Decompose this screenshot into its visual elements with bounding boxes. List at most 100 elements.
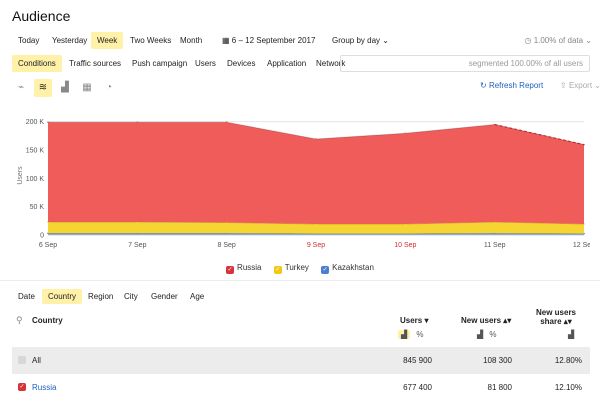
percent-toggle[interactable]: %	[489, 330, 497, 339]
refresh-icon: ↻	[480, 81, 487, 90]
period-month-button[interactable]: Month	[180, 36, 203, 45]
country-column-header[interactable]: Country	[32, 316, 63, 325]
data-point-russia	[315, 138, 317, 140]
users-cell: 677 400	[403, 383, 432, 392]
search-icon[interactable]: ⚲	[16, 315, 23, 325]
grid-chart-icon[interactable]: ▦	[82, 82, 92, 93]
line-chart-icon[interactable]: ⌁	[17, 82, 25, 93]
new-users-share-column-header[interactable]: New users share ▴▾	[528, 308, 584, 326]
export-icon: ⇪	[560, 81, 567, 90]
data-point-russia	[404, 132, 407, 135]
stacked-area-chart-icon[interactable]: ≋	[34, 79, 52, 97]
table-header: ⚲ Country Users ▾ ▟ % New users ▴▾ ▟ % N…	[12, 306, 590, 346]
y-axis-label: Users	[17, 166, 24, 185]
segment-info[interactable]: segmented 100.00% of all users	[340, 55, 590, 72]
calendar-icon: ▦	[222, 36, 230, 45]
legend-item-kazakhstan[interactable]: ✓ Kazakhstan	[321, 263, 374, 274]
checkbox-checked-icon: ✓	[226, 266, 235, 274]
sample-selector[interactable]: ◷ 1.00% of data ⌄	[524, 32, 592, 49]
series-area-turkey	[48, 222, 584, 234]
chevron-down-icon: ⌄	[382, 36, 389, 45]
tab-application[interactable]: Application	[267, 59, 307, 68]
legend-label: Russia	[237, 263, 262, 272]
legend-label: Turkey	[284, 263, 309, 272]
y-tick-label: 200 K	[26, 119, 45, 126]
row-label-link[interactable]: Russia	[32, 383, 57, 392]
tab-conditions[interactable]: Conditions	[12, 55, 62, 72]
series-area-russia	[48, 122, 584, 224]
checkbox-checked-icon: ✓	[321, 266, 330, 274]
new-users-column-tools: ▟ %	[477, 330, 497, 339]
new-users-column-header[interactable]: New users ▴▾	[461, 316, 511, 325]
row-label: All	[32, 356, 41, 365]
tab-devices[interactable]: Devices	[227, 59, 256, 68]
new-users-cell: 81 800	[487, 383, 512, 392]
export-button[interactable]: ⇪ Export ⌄	[560, 81, 600, 90]
date-range-picker[interactable]: ▦ 6 – 12 September 2017	[222, 32, 315, 49]
grouping-country[interactable]: Country	[42, 289, 83, 304]
legend-item-turkey[interactable]: ✓ Turkey	[273, 263, 309, 274]
new-users-share-cell: 12.80%	[554, 356, 582, 365]
chart-type-toolbar: ⌁ ≋ ▟ ▦ ◔ ↻ Refresh Report ⇪ Export ⌄	[12, 79, 600, 97]
row-checkbox[interactable]: ✓	[18, 383, 26, 391]
users-column-label: Users	[400, 316, 423, 325]
users-column-tools: ▟ %	[398, 330, 424, 339]
new-users-cell: 108 300	[483, 356, 512, 365]
tab-users[interactable]: Users	[195, 59, 216, 68]
date-range-label: 6 – 12 September 2017	[231, 36, 316, 45]
table-row-total: All 845 900 108 300 12.80%	[12, 347, 590, 374]
report-tabs: Conditions Traffic sources Push campaign…	[12, 55, 590, 73]
tab-traffic-sources[interactable]: Traffic sources	[69, 59, 122, 68]
grouping-tabs: Date Country Region City Gender Age	[12, 289, 312, 305]
y-tick-label: 50 K	[30, 204, 45, 211]
period-two-weeks-button[interactable]: Two Weeks	[130, 36, 172, 45]
bar-chart-icon[interactable]: ▟	[61, 82, 69, 93]
chevron-down-icon: ⌄	[594, 81, 600, 90]
section-divider	[0, 280, 600, 281]
sort-icon: ▴▾	[503, 316, 512, 325]
grouping-age[interactable]: Age	[190, 292, 205, 301]
chart-legend: ✓ Russia ✓ Turkey ✓ Kazakhstan	[0, 263, 600, 275]
clock-icon: ◷	[524, 36, 532, 45]
table-row: ✓ Russia 677 400 81 800 12.10%	[12, 374, 590, 401]
bar-chart-icon[interactable]: ▟	[398, 330, 411, 339]
grouping-region[interactable]: Region	[88, 292, 114, 301]
x-tick-label: 9 Sep	[307, 242, 325, 249]
checkbox-checked-icon: ✓	[273, 266, 282, 274]
new-users-share-column-label: New users share	[535, 308, 577, 326]
tab-network[interactable]: Network	[316, 59, 346, 68]
group-by-dropdown[interactable]: Group by day ⌄	[332, 32, 389, 49]
stacked-area-chart: 0 50 K 100 K 150 K 200 K Users 6 Sep 7 Sep 8 Sep…	[17, 119, 590, 249]
x-tick-label: 11 Sep	[484, 242, 506, 249]
grouping-city[interactable]: City	[124, 292, 138, 301]
x-tick-label: 12 Sep	[573, 242, 590, 249]
x-tick-label: 8 Sep	[218, 242, 236, 249]
page-title: Audience	[12, 8, 71, 24]
export-label: Export	[568, 81, 593, 90]
period-today-button[interactable]: Today	[18, 36, 40, 45]
data-point-russia	[47, 121, 49, 124]
period-week-button[interactable]: Week	[91, 32, 124, 49]
row-checkbox[interactable]	[18, 356, 26, 364]
pie-chart-icon[interactable]: ◔	[105, 82, 113, 93]
grouping-gender[interactable]: Gender	[151, 292, 178, 301]
x-tick-label: 7 Sep	[128, 242, 146, 249]
legend-item-russia[interactable]: ✓ Russia	[226, 263, 262, 274]
sort-icon: ▴▾	[563, 317, 572, 326]
group-by-label: Group by day	[332, 36, 381, 45]
grouping-date[interactable]: Date	[18, 292, 35, 301]
percent-toggle[interactable]: %	[416, 330, 424, 339]
period-yesterday-button[interactable]: Yesterday	[52, 36, 88, 45]
bar-chart-icon[interactable]: ▟	[477, 330, 484, 339]
tab-push-campaign[interactable]: Push campaign	[132, 59, 188, 68]
users-cell: 845 900	[403, 356, 432, 365]
refresh-report-button[interactable]: ↻ Refresh Report	[480, 81, 543, 90]
y-tick-label: 100 K	[26, 176, 45, 183]
chevron-down-icon: ⌄	[585, 36, 592, 45]
users-column-header[interactable]: Users ▾	[400, 316, 429, 325]
new-users-column-label: New users	[461, 316, 502, 325]
audience-chart: 0 50 K 100 K 150 K 200 K Users 6 Sep 7 Sep 8 Sep…	[12, 108, 590, 253]
bar-chart-icon[interactable]: ▟	[568, 330, 575, 339]
refresh-report-label: Refresh Report	[488, 81, 544, 90]
data-point-russia	[225, 121, 228, 124]
